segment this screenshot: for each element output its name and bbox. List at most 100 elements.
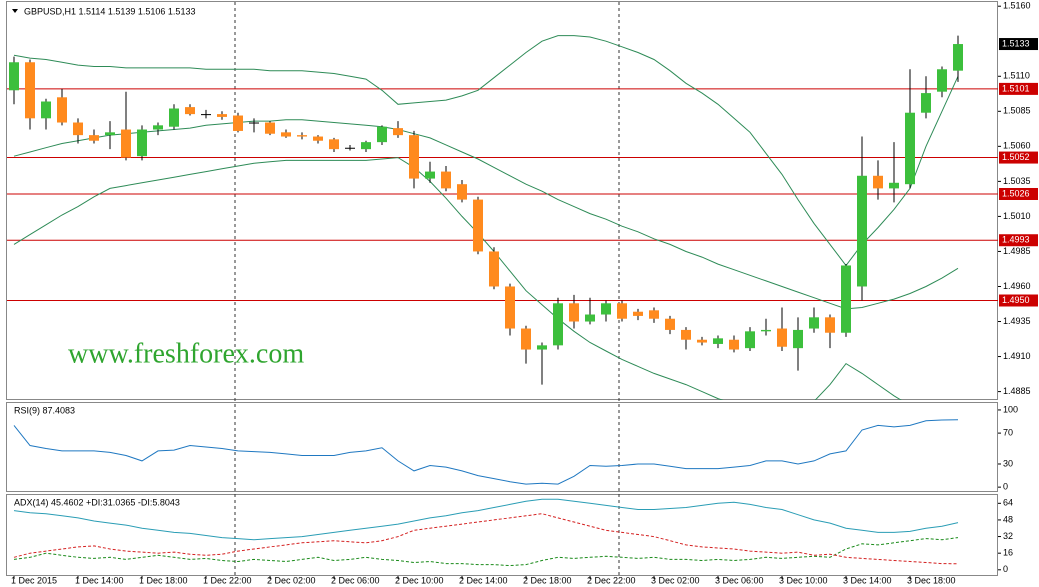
x-tick-label: 1 Dec 18:00 — [139, 575, 188, 585]
candle-body — [537, 345, 547, 350]
level-tag — [999, 294, 1038, 307]
candle-body — [505, 286, 515, 329]
x-tick-label: 3 Dec 06:00 — [715, 575, 764, 585]
candle-body — [345, 147, 355, 149]
bollinger-band — [13, 119, 959, 310]
candle-body — [265, 122, 275, 134]
y-tick-label: 1.4985 — [1003, 246, 1031, 256]
y-tick-label: 1.4910 — [1003, 351, 1031, 361]
y-tick-label: 1.4960 — [1003, 281, 1031, 291]
candle-body — [9, 62, 19, 91]
y-tick-label: 1.5110 — [1003, 71, 1030, 81]
candle-body — [793, 329, 803, 349]
y-tick-label: 100 — [1003, 404, 1018, 414]
level-tag — [999, 151, 1038, 164]
indicator-line — [13, 537, 959, 567]
level-label: 1.5026 — [1002, 188, 1030, 198]
indicator-line — [13, 498, 959, 541]
plot-area — [13, 419, 959, 485]
y-tick-label: 1.4935 — [1003, 316, 1031, 326]
candle-body — [313, 136, 323, 141]
y-tick-label: 0 — [1003, 482, 1008, 492]
candle-body — [601, 303, 611, 315]
candle-body — [169, 108, 179, 127]
y-tick-label: 1.5085 — [1003, 106, 1031, 116]
candle-body — [137, 129, 147, 157]
watermark: www.freshforex.com — [68, 338, 304, 369]
x-tick-label: 1 Dec 2015 — [11, 575, 57, 585]
candle-body — [857, 175, 867, 287]
candle-body — [361, 142, 371, 150]
candle-body — [281, 132, 291, 137]
candle-body — [377, 126, 387, 143]
bollinger-band — [13, 157, 902, 400]
candle-body — [681, 329, 691, 340]
plot-area — [13, 498, 959, 567]
y-tick-label: 1.5010 — [1003, 211, 1031, 221]
candle-body — [409, 135, 419, 179]
menu-arrow[interactable] — [12, 9, 18, 13]
candle-body — [569, 303, 579, 322]
candle-body — [457, 184, 467, 200]
bollinger-band — [13, 35, 959, 267]
y-tick-label: 32 — [1003, 531, 1013, 541]
rsi-panel — [6, 402, 998, 492]
x-tick-label: 3 Dec 14:00 — [843, 575, 892, 585]
y-tick-label: 1.5060 — [1003, 141, 1031, 151]
candle-body — [425, 171, 435, 179]
candle-body — [921, 93, 931, 113]
candle-body — [201, 114, 211, 116]
current-price-tag — [999, 38, 1038, 51]
candle-body — [329, 139, 339, 150]
indicator-line — [13, 419, 959, 485]
candle-body — [553, 303, 563, 346]
current-price-label: 1.5133 — [1002, 38, 1030, 48]
level-tag — [999, 187, 1038, 200]
y-tick-label: 64 — [1003, 498, 1013, 508]
x-tick-label: 3 Dec 02:00 — [651, 575, 700, 585]
indicator-title: ADX(14) 45.4602 +DI:31.0365 -DI:5.8043 — [14, 497, 180, 507]
candle-body — [953, 44, 963, 71]
candle-body — [57, 97, 67, 123]
indicator-title: RSI(9) 87.4083 — [14, 405, 75, 415]
x-tick-label: 1 Dec 14:00 — [75, 575, 124, 585]
candle-body — [713, 338, 723, 344]
y-tick-label: 16 — [1003, 548, 1013, 558]
candle-body — [649, 310, 659, 319]
candle-body — [233, 115, 243, 131]
candle-body — [153, 125, 163, 130]
candle-body — [121, 129, 131, 158]
candle-body — [185, 107, 195, 115]
x-tick-label: 2 Dec 06:00 — [331, 575, 380, 585]
indicator-line — [13, 513, 959, 565]
x-tick-label: 2 Dec 02:00 — [267, 575, 316, 585]
candle-body — [633, 311, 643, 316]
y-tick-label: 0 — [1003, 564, 1008, 574]
candle-body — [521, 328, 531, 350]
candle-body — [249, 122, 259, 124]
level-label: 1.5101 — [1002, 83, 1030, 93]
candle-body — [825, 317, 835, 333]
level-tag — [999, 234, 1038, 247]
candle-body — [25, 62, 35, 119]
y-tick-label: 1.5160 — [1003, 1, 1031, 11]
candle-body — [73, 122, 83, 136]
y-tick-label: 70 — [1003, 427, 1013, 437]
x-tick-label: 2 Dec 18:00 — [523, 575, 572, 585]
x-tick-label: 1 Dec 22:00 — [203, 575, 252, 585]
candle-body — [585, 314, 595, 322]
candle-body — [809, 317, 819, 329]
candle-body — [841, 265, 851, 333]
y-tick-label: 1.4885 — [1003, 386, 1031, 396]
level-label: 1.4993 — [1002, 235, 1030, 245]
x-tick-label: 3 Dec 10:00 — [779, 575, 828, 585]
x-tick-label: 3 Dec 18:00 — [907, 575, 956, 585]
candle-body — [617, 303, 627, 319]
candle-body — [41, 101, 51, 119]
candle-body — [761, 329, 771, 332]
candle-body — [489, 251, 499, 287]
adx-panel — [6, 494, 998, 576]
x-tick-label: 2 Dec 10:00 — [395, 575, 444, 585]
candle-body — [905, 112, 915, 185]
